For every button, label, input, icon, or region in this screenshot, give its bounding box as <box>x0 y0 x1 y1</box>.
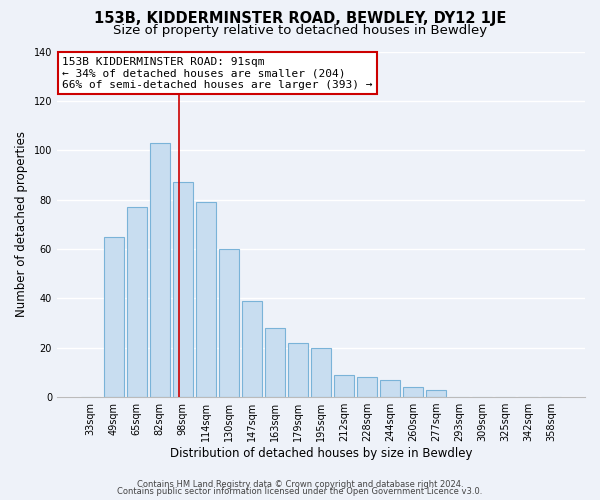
Bar <box>196 202 215 397</box>
Bar <box>265 328 284 397</box>
Y-axis label: Number of detached properties: Number of detached properties <box>15 132 28 318</box>
Bar <box>311 348 331 397</box>
Bar <box>173 182 193 397</box>
X-axis label: Distribution of detached houses by size in Bewdley: Distribution of detached houses by size … <box>170 447 472 460</box>
Bar <box>380 380 400 397</box>
Text: Size of property relative to detached houses in Bewdley: Size of property relative to detached ho… <box>113 24 487 37</box>
Bar <box>426 390 446 397</box>
Bar <box>127 207 146 397</box>
Text: Contains HM Land Registry data © Crown copyright and database right 2024.: Contains HM Land Registry data © Crown c… <box>137 480 463 489</box>
Text: 153B KIDDERMINSTER ROAD: 91sqm
← 34% of detached houses are smaller (204)
66% of: 153B KIDDERMINSTER ROAD: 91sqm ← 34% of … <box>62 56 373 90</box>
Bar <box>288 343 308 397</box>
Bar <box>150 143 170 397</box>
Bar <box>357 378 377 397</box>
Bar <box>219 249 239 397</box>
Bar <box>104 236 124 397</box>
Text: 153B, KIDDERMINSTER ROAD, BEWDLEY, DY12 1JE: 153B, KIDDERMINSTER ROAD, BEWDLEY, DY12 … <box>94 11 506 26</box>
Bar <box>242 301 262 397</box>
Bar <box>403 387 423 397</box>
Bar <box>334 375 354 397</box>
Text: Contains public sector information licensed under the Open Government Licence v3: Contains public sector information licen… <box>118 488 482 496</box>
